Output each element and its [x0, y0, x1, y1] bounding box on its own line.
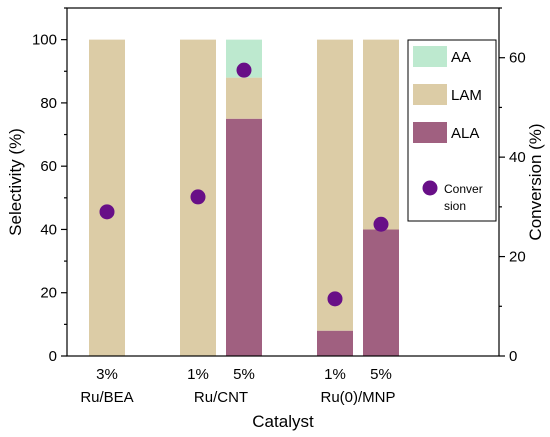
bar-label: 1% — [324, 366, 346, 383]
bar-label: 5% — [233, 366, 255, 383]
bar-label: 5% — [370, 366, 392, 383]
bar-lam-3 — [226, 77, 262, 119]
left-tick-label: 20 — [40, 285, 57, 302]
conversion-point-1 — [99, 204, 115, 220]
legend-swatch-aa — [413, 46, 447, 67]
right-tick-label: 20 — [509, 249, 526, 266]
left-tick-label: 100 — [32, 32, 57, 49]
left-tick-label: 40 — [40, 221, 57, 238]
bar-ala-4 — [317, 330, 353, 356]
bar-lam-4 — [317, 39, 353, 331]
group-label: Ru(0)/MNP — [320, 389, 395, 406]
legend: AA LAM ALA Conver sion — [407, 39, 497, 222]
points-layer — [99, 62, 389, 307]
conversion-point-5 — [373, 216, 389, 232]
bar-lam-1 — [89, 39, 125, 357]
bar-label: 1% — [187, 366, 209, 383]
legend-label-conversion-line1: Conver — [444, 182, 483, 196]
bar-ala-5 — [363, 229, 399, 356]
right-axis: 0 20 40 60 — [499, 7, 526, 365]
legend-conversion-marker — [422, 180, 438, 196]
category-labels: 3% 1% 5% 1% 5% Ru/BEA Ru/CNT Ru(0)/MNP — [80, 366, 395, 406]
conversion-point-3 — [236, 62, 252, 78]
conversion-point-2 — [190, 189, 206, 205]
left-axis: 0 20 40 60 80 100 — [32, 7, 67, 365]
bar-lam-5 — [363, 39, 399, 230]
y2-axis-label: Conversion (%) — [526, 123, 545, 240]
y-axis-label: Selectivity (%) — [6, 128, 25, 236]
legend-swatch-ala — [413, 122, 447, 143]
right-tick-label: 60 — [509, 50, 526, 67]
left-tick-label: 80 — [40, 95, 57, 112]
conversion-point-4 — [327, 291, 343, 307]
bars-layer — [89, 39, 399, 357]
legend-swatch-lam — [413, 84, 447, 105]
x-axis-label: Catalyst — [252, 412, 314, 431]
right-tick-label: 0 — [509, 348, 517, 365]
legend-label-lam: LAM — [451, 87, 482, 104]
legend-label-aa: AA — [451, 49, 471, 66]
plot-frame — [66, 7, 500, 357]
bar-ala-3 — [226, 118, 262, 357]
legend-label-conversion-line2: sion — [444, 199, 466, 213]
group-label: Ru/BEA — [80, 389, 133, 406]
group-label: Ru/CNT — [194, 389, 248, 406]
bar-label: 3% — [96, 366, 118, 383]
left-tick-label: 0 — [49, 348, 57, 365]
left-tick-label: 60 — [40, 158, 57, 175]
right-tick-label: 40 — [509, 149, 526, 166]
legend-label-ala: ALA — [451, 125, 479, 142]
